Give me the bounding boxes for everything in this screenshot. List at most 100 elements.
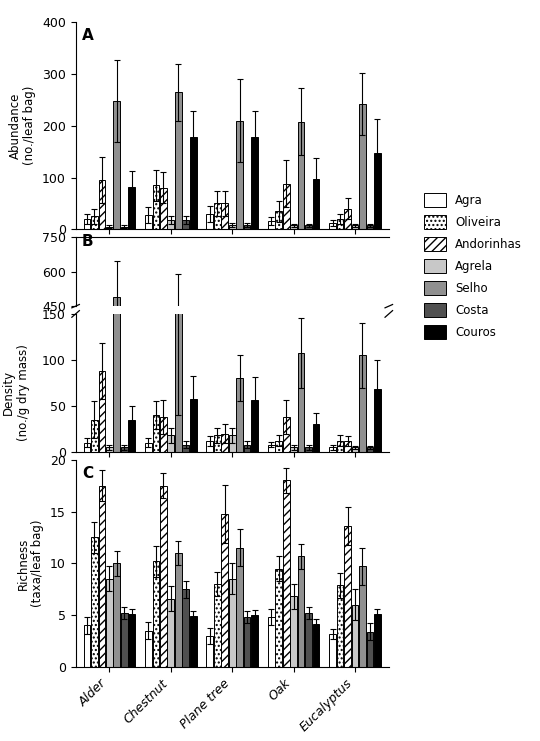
Bar <box>337 219 343 230</box>
Bar <box>229 579 235 667</box>
Bar <box>374 153 381 230</box>
Bar <box>160 485 167 667</box>
Bar <box>113 563 120 667</box>
Bar <box>367 225 373 230</box>
Bar <box>313 179 319 230</box>
Bar <box>291 225 297 230</box>
Bar <box>113 297 120 410</box>
Bar <box>160 188 167 230</box>
Bar <box>106 227 113 230</box>
Bar <box>367 408 373 410</box>
Legend: Agra, Oliveira, Andorinhas, Agrela, Selho, Costa, Couros: Agra, Oliveira, Andorinhas, Agrela, Selh… <box>420 187 527 344</box>
Bar <box>352 448 359 452</box>
Bar <box>291 408 297 410</box>
Y-axis label: Richness
(taxa/leaf bag): Richness (taxa/leaf bag) <box>16 519 44 607</box>
Bar <box>244 225 251 230</box>
Bar <box>106 579 113 667</box>
Bar <box>313 403 319 410</box>
Bar <box>359 356 366 452</box>
Bar <box>251 399 258 452</box>
Bar <box>337 407 343 410</box>
Bar <box>359 566 366 667</box>
Bar <box>283 401 289 410</box>
Bar <box>244 445 251 452</box>
Bar <box>352 605 359 667</box>
Bar <box>337 441 343 452</box>
Bar <box>206 214 213 230</box>
Bar <box>283 480 289 667</box>
Bar <box>344 209 351 230</box>
Bar <box>251 137 258 230</box>
Bar <box>145 631 152 667</box>
Bar <box>129 420 135 452</box>
Bar <box>298 353 305 452</box>
Bar <box>305 408 312 410</box>
Bar <box>214 436 221 452</box>
Bar <box>313 625 319 667</box>
Text: C: C <box>82 466 93 481</box>
Bar <box>167 220 174 230</box>
Bar <box>152 185 159 230</box>
Bar <box>374 614 381 667</box>
Bar <box>298 385 305 410</box>
Bar <box>275 407 282 410</box>
Bar <box>237 548 243 667</box>
Bar <box>268 445 275 452</box>
Bar <box>359 104 366 230</box>
Bar <box>190 396 197 410</box>
Bar <box>283 417 289 452</box>
Bar <box>113 1 120 452</box>
Bar <box>183 589 189 667</box>
Bar <box>268 617 275 667</box>
Bar <box>237 121 243 230</box>
Bar <box>291 597 297 667</box>
Bar <box>298 122 305 230</box>
Bar <box>99 371 105 452</box>
Bar <box>344 407 351 410</box>
Bar <box>113 101 120 230</box>
Bar <box>268 221 275 230</box>
Bar <box>221 405 228 410</box>
Bar <box>145 408 152 410</box>
Bar <box>84 625 90 667</box>
Bar <box>175 337 181 410</box>
Bar <box>175 92 181 230</box>
Bar <box>275 568 282 667</box>
Bar <box>305 225 312 230</box>
Bar <box>251 396 258 410</box>
Bar <box>214 204 221 230</box>
Bar <box>329 448 336 452</box>
Bar <box>91 216 98 230</box>
Bar <box>367 448 373 452</box>
Bar <box>129 614 135 667</box>
Bar <box>145 215 152 230</box>
Bar <box>160 401 167 410</box>
Bar <box>91 402 98 410</box>
Bar <box>374 394 381 410</box>
Bar <box>206 441 213 452</box>
Bar <box>99 180 105 230</box>
Bar <box>152 401 159 410</box>
Bar <box>175 162 181 452</box>
Bar <box>190 617 197 667</box>
Bar <box>129 402 135 410</box>
Bar <box>313 425 319 452</box>
Bar <box>329 634 336 667</box>
Bar <box>329 223 336 230</box>
Bar <box>121 613 127 667</box>
Bar <box>367 631 373 667</box>
Bar <box>283 184 289 230</box>
Bar <box>84 443 90 452</box>
Bar <box>337 585 343 667</box>
Text: Density
(no./g dry mass): Density (no./g dry mass) <box>2 345 30 441</box>
Bar <box>183 408 189 410</box>
Bar <box>183 220 189 230</box>
Bar <box>305 448 312 452</box>
Bar <box>160 417 167 452</box>
Bar <box>106 448 113 452</box>
Bar <box>298 556 305 667</box>
Bar <box>229 405 235 410</box>
Bar <box>91 537 98 667</box>
Bar <box>214 584 221 667</box>
Bar <box>229 225 235 230</box>
